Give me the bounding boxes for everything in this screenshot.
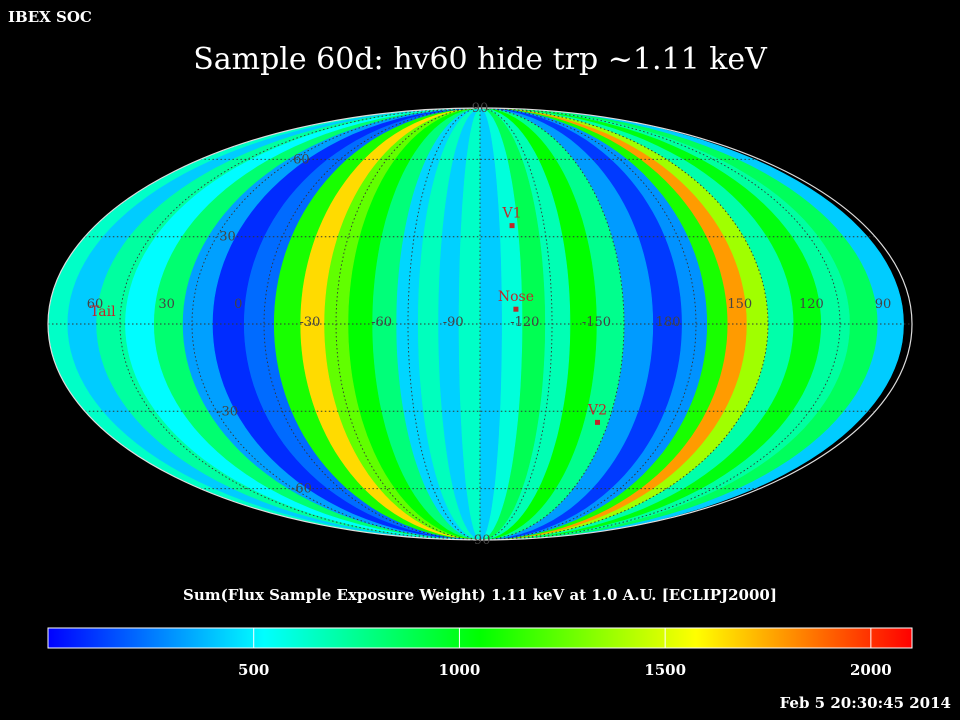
marker-v2-point [595,419,601,425]
marker-v1-point [509,223,515,229]
colorbar-tick-label: 500 [238,661,270,679]
latitude-label: -30 [217,404,238,419]
latitude-label: -60 [291,482,312,497]
latitude-label: 90 [472,101,489,116]
longitude-label: 60 [87,297,104,312]
longitude-labels: 60 30 0 -30 -60 -90 -120 -150 180 150 120 90 [87,297,892,330]
longitude-label: -30 [299,315,320,330]
longitude-label: 180 [656,315,681,330]
latitude-labels: 90 60 30 -30 -60 -90 [217,101,490,548]
marker-nose-point [513,306,519,312]
latitude-label: 30 [219,230,236,245]
map-outline [47,107,913,541]
longitude-label: 30 [158,297,175,312]
chart-title: Sample 60d: hv60 hide trp ~1.11 keV [193,42,767,77]
longitude-label: -120 [510,315,539,330]
skymap: 60 30 0 -30 -60 -90 -120 -150 180 150 120 90 90 60 30 -… [47,101,913,548]
longitude-label: 90 [875,297,892,312]
markers: V1 Nose V2 Tail [90,206,607,425]
longitude-label: -90 [443,315,464,330]
marker-v2-label: V2 [587,402,607,418]
flux-bands [48,108,904,540]
colorbar-tick-label: 1500 [644,661,687,679]
marker-v1-label: V1 [502,206,522,222]
colorbar-tick-label: 2000 [849,661,892,679]
app-label: IBEX SOC [8,8,92,26]
longitude-label: 0 [234,297,242,312]
timestamp: Feb 5 20:30:45 2014 [779,694,951,712]
colorbar-tick-label: 1000 [438,661,481,679]
latitude-label: -90 [470,533,491,548]
longitude-label: 150 [727,297,752,312]
longitude-label: 120 [799,297,824,312]
longitude-label: -60 [371,315,392,330]
colorbar-gradient [47,627,913,649]
longitude-label: -150 [582,315,611,330]
colorbar-caption: Sum(Flux Sample Exposure Weight) 1.11 ke… [183,586,777,604]
latitude-label: 60 [293,152,310,167]
marker-tail-label: Tail [90,304,116,320]
meridian [119,108,481,540]
meridian [335,108,481,540]
marker-nose-label: Nose [498,289,534,305]
